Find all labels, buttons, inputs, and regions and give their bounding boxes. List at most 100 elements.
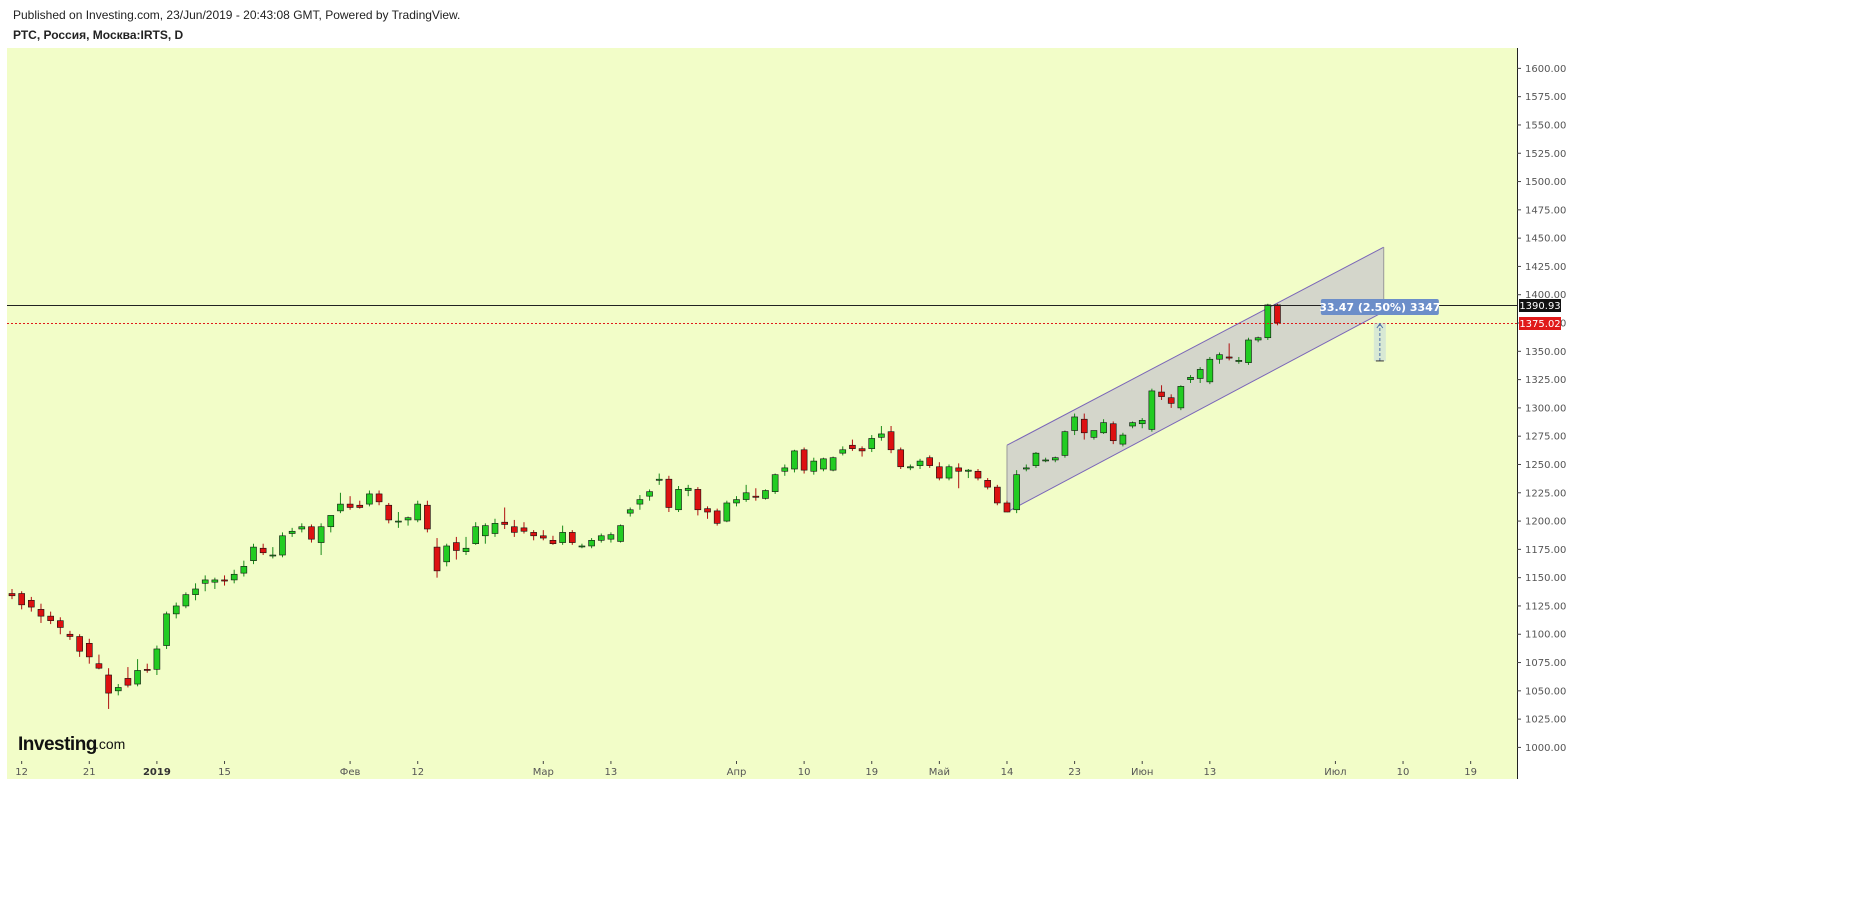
candle-body	[907, 466, 914, 469]
candle	[742, 484, 750, 502]
measure-label: 33.47 (2.50%) 3347	[1319, 301, 1440, 314]
x-tick-label: 13	[605, 767, 618, 778]
candle	[636, 495, 644, 510]
candle-body	[675, 489, 682, 511]
x-tick-label: 12	[15, 767, 28, 778]
candle	[28, 596, 35, 612]
candle-body	[1090, 430, 1098, 438]
candle	[559, 525, 566, 545]
candle-body	[1080, 418, 1088, 434]
candle	[665, 475, 673, 513]
candle	[317, 523, 325, 556]
candle-body	[887, 431, 895, 451]
horizontal-lines: 1390.93 1375.02	[7, 299, 1561, 330]
candle	[694, 487, 702, 516]
candle-body	[936, 466, 943, 479]
candle-body	[626, 509, 634, 514]
time-axis[interactable]: 12 21 2019 15 Фев 12 Мар 13 Апр 10 19 Май 14 23 Июн 13 И…	[15, 761, 1477, 778]
candle	[762, 489, 769, 500]
x-tick-label: 23	[1068, 767, 1081, 778]
candle	[95, 654, 103, 670]
candle-body	[1187, 377, 1194, 380]
y-tick-label: 1150.00	[1525, 573, 1566, 584]
candle-body	[684, 487, 692, 491]
x-tick-label: 21	[83, 767, 96, 778]
price-range-measure[interactable]: 33.47 (2.50%) 3347	[1319, 298, 1441, 362]
candle-body	[694, 489, 702, 511]
candle	[1022, 464, 1030, 472]
measure-label-box[interactable]	[1320, 298, 1439, 315]
candle-body	[1167, 397, 1175, 404]
candle-body	[655, 478, 663, 481]
candle-body	[211, 579, 219, 583]
candle	[491, 518, 499, 537]
plot-area[interactable]	[7, 48, 1517, 761]
candle	[337, 492, 344, 514]
investing-logo: Investing .com	[18, 734, 125, 755]
candle	[549, 535, 557, 545]
candle-body	[733, 499, 740, 504]
candle-body	[1235, 360, 1243, 362]
candle	[1138, 418, 1146, 429]
channel-lower-line[interactable]	[1006, 311, 1384, 513]
candle	[655, 473, 663, 485]
candle-body	[414, 503, 422, 521]
candle	[568, 530, 576, 545]
candle-body	[549, 540, 557, 545]
candle	[76, 634, 83, 657]
candle	[462, 536, 470, 556]
candle	[47, 611, 54, 625]
candle-body	[858, 448, 866, 452]
candle-body	[443, 545, 451, 563]
published-info: Published on Investing.com, 23/Jun/2019 …	[13, 8, 461, 22]
candle-body	[153, 648, 161, 670]
price-axis[interactable]: 1600.00 1575.00 1550.00 1525.00 1500.00 1475.…	[1517, 64, 1566, 754]
candle	[820, 457, 827, 472]
candle-body	[18, 593, 25, 606]
candle	[105, 668, 112, 709]
candle	[994, 484, 1001, 506]
bottom-axis-area	[7, 761, 1517, 779]
channel-upper-line[interactable]	[1006, 246, 1384, 446]
candle	[259, 543, 267, 556]
x-tick-label: Июн	[1131, 767, 1153, 778]
candle	[66, 630, 74, 640]
candle-body	[810, 460, 818, 472]
candle	[366, 490, 373, 507]
candle-body	[192, 588, 199, 595]
y-tick-label: 1050.00	[1525, 686, 1566, 697]
candle-body	[829, 457, 837, 471]
x-tick-label: Фев	[340, 767, 361, 778]
candle-body	[1274, 304, 1281, 324]
candle	[308, 524, 315, 543]
candle-body	[1206, 358, 1214, 383]
candle-body	[85, 642, 93, 658]
candlestick-series	[8, 303, 1281, 709]
candle-body	[163, 613, 170, 646]
candle-body	[501, 521, 508, 525]
candle	[1148, 388, 1156, 432]
candle-body	[1138, 420, 1146, 425]
candle	[472, 522, 479, 545]
x-tick-label: 2019	[143, 767, 171, 778]
candle-body	[520, 527, 528, 532]
y-tick-label: 1450.00	[1525, 234, 1566, 245]
candle-body	[105, 674, 112, 694]
candle-body	[317, 526, 325, 543]
logo-suffix: .com	[95, 736, 125, 752]
x-tick-label: Апр	[727, 767, 747, 778]
x-tick-label: 13	[1203, 767, 1216, 778]
candle	[18, 591, 25, 610]
candle	[124, 667, 132, 688]
candle-body	[1129, 422, 1136, 427]
candle-body	[1022, 467, 1030, 470]
candle-body	[482, 525, 489, 537]
candle-body	[897, 449, 905, 468]
logo-text: Investing	[18, 734, 97, 755]
candle	[414, 500, 422, 523]
y-tick-label: 1600.00	[1525, 64, 1566, 75]
candle-body	[617, 525, 624, 542]
candle-body	[172, 605, 180, 615]
candle	[182, 592, 190, 609]
